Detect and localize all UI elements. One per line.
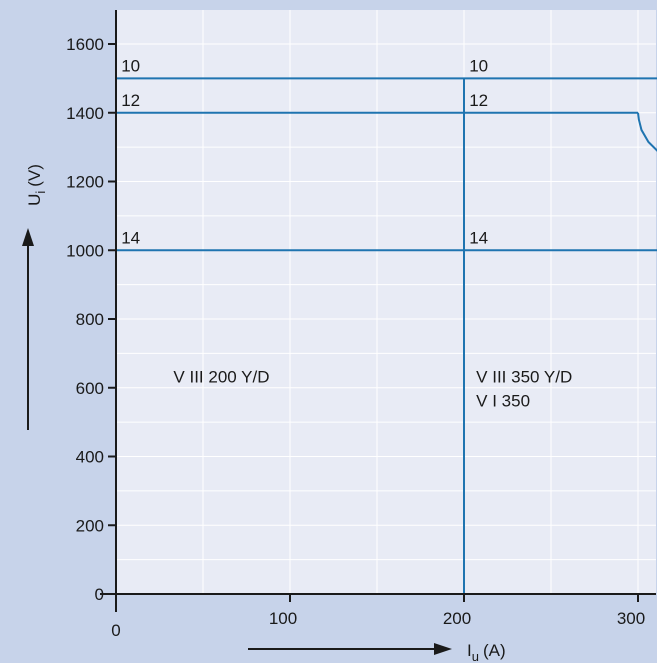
region-label: V III 350 Y/D	[476, 368, 572, 387]
x-axis-title-sub: u	[472, 649, 479, 663]
x-axis-title-unit: (A)	[483, 641, 506, 660]
region-label: 10	[121, 57, 140, 76]
y-axis-title-main: U	[25, 194, 44, 206]
axes	[100, 10, 656, 612]
tick-labels: 0200400600800100012001400160001002003004…	[66, 35, 645, 640]
y-tick-label: 1600	[66, 35, 104, 54]
svg-text:Ui(V): Ui (V)	[25, 164, 48, 206]
y-tick-label: 400	[76, 448, 104, 467]
x-tick-label: 200	[443, 609, 471, 628]
series-lines	[116, 77, 657, 594]
region-labels: 10 12 14 10 12 14 V III 200 Y/D V III 350 Y/D V …	[121, 57, 572, 411]
x-axis-title-main: I	[467, 641, 472, 660]
x-tick-label: 300	[617, 609, 645, 628]
y-tick-label: 1000	[66, 241, 104, 260]
plot-background	[116, 10, 656, 594]
y-tick-label: 1400	[66, 104, 104, 123]
y-axis-title-sub: i	[33, 191, 48, 194]
region-label: 14	[469, 228, 488, 247]
y-axis-arrow	[22, 228, 34, 430]
y-axis-title-unit: (V)	[25, 164, 44, 187]
region-label: 14	[121, 228, 140, 247]
y-axis-title: Ui (V)	[25, 164, 48, 206]
region-label: 12	[121, 91, 140, 110]
region-label: 10	[469, 57, 488, 76]
y-tick-label: 200	[76, 516, 104, 535]
series-limit-12-curve	[637, 112, 657, 152]
x-tick-label: 0	[111, 621, 120, 640]
region-label: V I 350	[476, 392, 530, 411]
y-tick-label: 0	[95, 585, 104, 604]
x-axis-title: Iu (A)	[467, 641, 506, 663]
y-tick-label: 1200	[66, 173, 104, 192]
y-tick-label: 800	[76, 310, 104, 329]
grid	[116, 10, 656, 594]
y-tick-label: 600	[76, 379, 104, 398]
x-tick-label: 100	[269, 609, 297, 628]
x-axis-arrow	[248, 643, 452, 655]
region-label: V III 200 Y/D	[173, 368, 269, 387]
region-label: 12	[469, 91, 488, 110]
